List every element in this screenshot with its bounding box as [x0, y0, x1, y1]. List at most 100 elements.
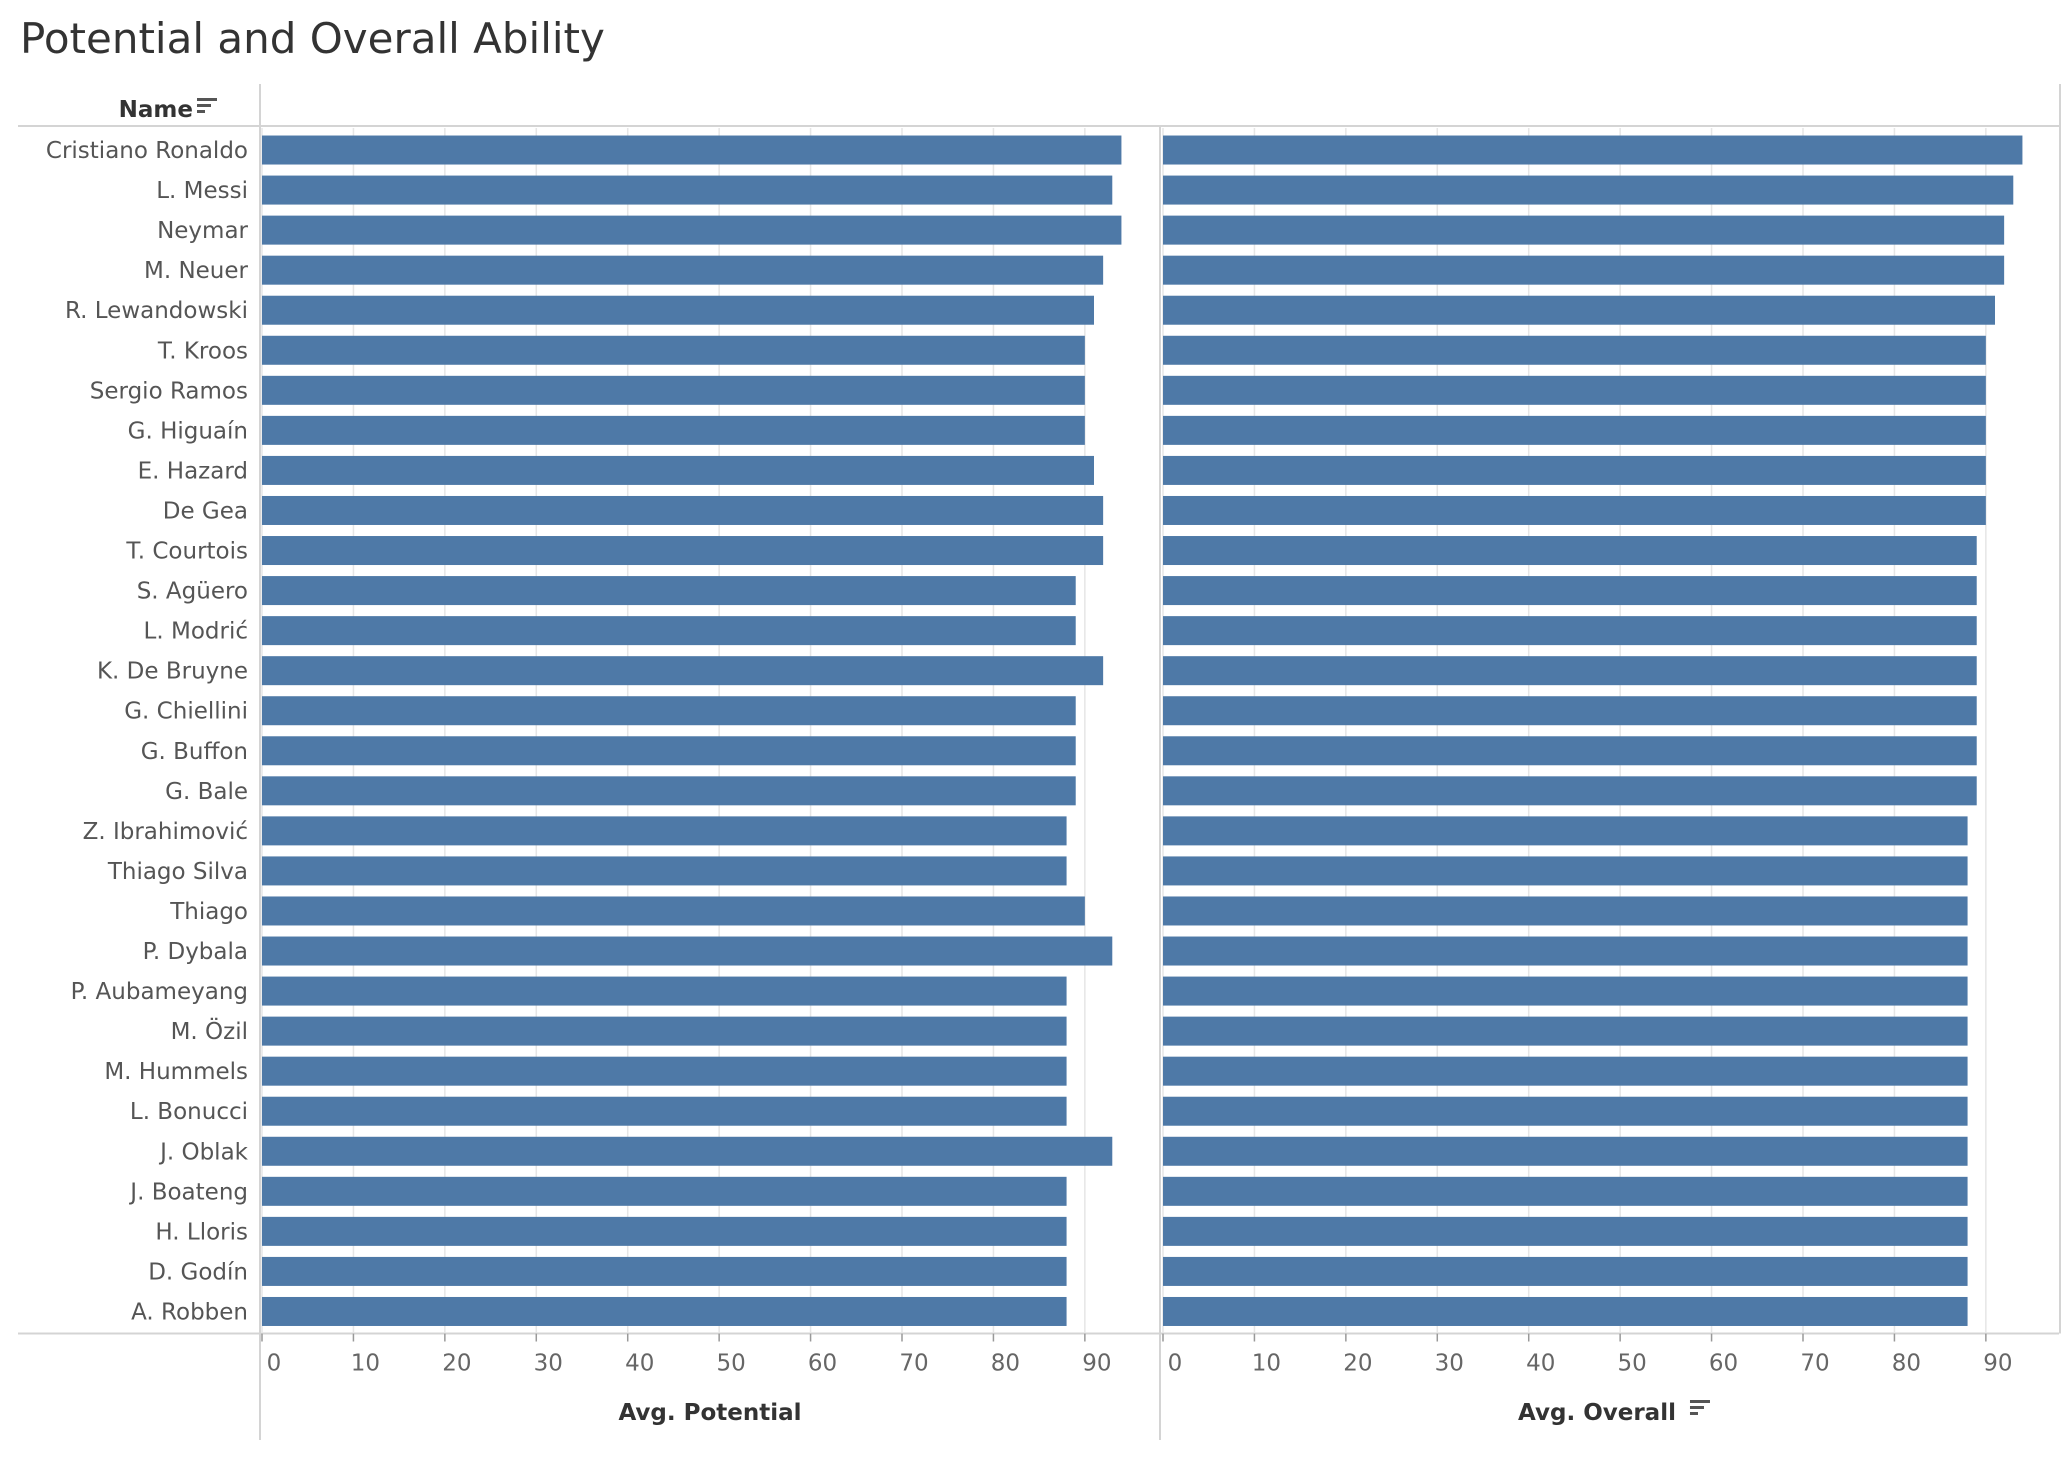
bar[interactable] [1163, 1216, 1968, 1246]
name-label[interactable]: H. Lloris [155, 1219, 248, 1245]
bar[interactable] [262, 736, 1076, 766]
name-label[interactable]: Thiago [169, 899, 248, 925]
name-label[interactable]: R. Lewandowski [65, 298, 248, 324]
bar[interactable] [1163, 1176, 1968, 1206]
bar[interactable] [1163, 1256, 1968, 1286]
bar[interactable] [262, 1096, 1067, 1126]
name-label[interactable]: D. Godín [148, 1259, 248, 1285]
bar[interactable] [1163, 255, 2005, 285]
bar[interactable] [1163, 295, 1995, 325]
bar[interactable] [262, 215, 1122, 245]
x-tick-label: 20 [1343, 1351, 1372, 1377]
name-label[interactable]: M. Özil [171, 1017, 248, 1045]
name-label[interactable]: G. Bale [165, 779, 248, 805]
name-label[interactable]: Thiago Silva [107, 859, 248, 885]
bar[interactable] [1163, 816, 1968, 846]
bar[interactable] [262, 896, 1085, 926]
bar[interactable] [1163, 495, 1986, 525]
bar[interactable] [262, 1136, 1113, 1166]
bar[interactable] [262, 175, 1113, 205]
name-label[interactable]: L. Messi [156, 178, 248, 204]
x-axis-title[interactable]: Avg. Potential [618, 1400, 801, 1426]
x-tick-label: 10 [1252, 1351, 1281, 1377]
bar[interactable] [262, 976, 1067, 1006]
name-label[interactable]: S. Agüero [137, 579, 248, 605]
bar[interactable] [262, 776, 1076, 806]
name-label[interactable]: L. Modrić [144, 619, 248, 645]
bar[interactable] [1163, 1056, 1968, 1086]
bar[interactable] [1163, 576, 1977, 606]
bar[interactable] [262, 536, 1104, 566]
name-label[interactable]: Sergio Ramos [90, 378, 248, 404]
bar[interactable] [1163, 1296, 1968, 1326]
bar[interactable] [262, 696, 1076, 726]
bar[interactable] [262, 495, 1104, 525]
bar[interactable] [262, 135, 1122, 165]
name-label[interactable]: P. Aubameyang [71, 979, 248, 1005]
bar[interactable] [1163, 415, 1986, 445]
bar[interactable] [1163, 936, 1968, 966]
bar[interactable] [1163, 896, 1968, 926]
bar[interactable] [1163, 1016, 1968, 1046]
name-label[interactable]: Z. Ibrahimović [83, 819, 248, 845]
name-label[interactable]: E. Hazard [138, 458, 248, 484]
overall-sort-icon[interactable] [1689, 1400, 1710, 1415]
x-tick-label: 10 [351, 1351, 380, 1377]
bar[interactable] [1163, 1096, 1968, 1126]
bar[interactable] [1163, 135, 2023, 165]
bar[interactable] [1163, 1136, 1968, 1166]
x-axis-title[interactable]: Avg. Overall [1518, 1400, 1676, 1426]
bar[interactable] [1163, 455, 1986, 485]
bar[interactable] [262, 255, 1104, 285]
bar[interactable] [1163, 375, 1986, 405]
bar[interactable] [1163, 656, 1977, 686]
bar[interactable] [262, 856, 1067, 886]
bar[interactable] [1163, 335, 1986, 365]
name-label[interactable]: T. Courtois [125, 539, 248, 565]
bar[interactable] [262, 816, 1067, 846]
name-label[interactable]: A. Robben [131, 1299, 248, 1325]
bar[interactable] [1163, 736, 1977, 766]
row-header-name[interactable]: Name [119, 97, 193, 123]
bar[interactable] [262, 1216, 1067, 1246]
bar[interactable] [262, 576, 1076, 606]
bar[interactable] [262, 1016, 1067, 1046]
bar[interactable] [262, 1296, 1067, 1326]
name-label[interactable]: G. Buffon [141, 739, 248, 765]
name-label[interactable]: De Gea [163, 498, 248, 524]
bar[interactable] [262, 936, 1113, 966]
name-label[interactable]: M. Hummels [104, 1059, 248, 1085]
bar[interactable] [262, 455, 1094, 485]
name-label[interactable]: J. Boateng [128, 1179, 248, 1205]
name-label[interactable]: G. Higuaín [128, 418, 248, 444]
bar[interactable] [1163, 856, 1968, 886]
bar[interactable] [262, 375, 1085, 405]
bar[interactable] [262, 1056, 1067, 1086]
name-label[interactable]: J. Oblak [158, 1139, 249, 1165]
bar[interactable] [1163, 696, 1977, 726]
name-label[interactable]: T. Kroos [157, 338, 248, 364]
name-label[interactable]: M. Neuer [144, 258, 249, 284]
bar[interactable] [1163, 976, 1968, 1006]
name-label[interactable]: Neymar [157, 218, 248, 244]
name-label[interactable]: Cristiano Ronaldo [46, 138, 248, 164]
name-label[interactable]: L. Bonucci [130, 1099, 248, 1125]
bar[interactable] [262, 656, 1104, 686]
bar[interactable] [262, 295, 1094, 325]
bar[interactable] [262, 335, 1085, 365]
bar[interactable] [1163, 536, 1977, 566]
name-label[interactable]: G. Chiellini [124, 699, 248, 725]
bar[interactable] [262, 616, 1076, 646]
bar[interactable] [262, 415, 1085, 445]
bar[interactable] [262, 1176, 1067, 1206]
bar[interactable] [1163, 776, 1977, 806]
x-tick-label: 90 [1082, 1351, 1111, 1377]
bar[interactable] [1163, 215, 2005, 245]
bar[interactable] [262, 1256, 1067, 1286]
bar[interactable] [1163, 175, 2014, 205]
bar[interactable] [1163, 616, 1977, 646]
name-sort-icon[interactable] [197, 98, 217, 113]
name-label[interactable]: P. Dybala [143, 939, 248, 965]
name-label[interactable]: K. De Bruyne [97, 659, 248, 685]
